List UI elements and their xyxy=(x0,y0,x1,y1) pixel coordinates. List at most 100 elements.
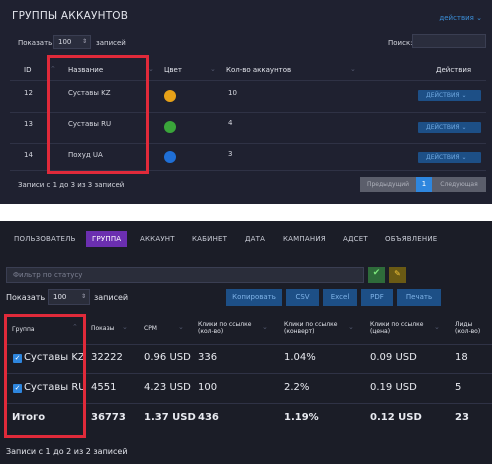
check-icon: ✓ xyxy=(14,354,21,362)
column-header-color[interactable]: Цвет xyxy=(164,66,182,74)
cell-name: Суставы KZ xyxy=(68,89,111,97)
clear-filter-button[interactable]: ✎ xyxy=(389,267,406,283)
tab-ad[interactable]: ОБЪЯВЛЕНИЕ xyxy=(385,235,438,243)
cell-count: 10 xyxy=(228,89,237,97)
table-info: Записи с 1 до 2 из 2 записей xyxy=(6,447,128,456)
cell-shows: 32222 xyxy=(91,352,123,363)
page-length-value: 100 xyxy=(53,293,67,301)
row-actions-button[interactable]: ДЕЙСТВИЯ ⌄ xyxy=(418,90,481,101)
divider xyxy=(10,80,486,81)
cell-cpm: 0.96 USD xyxy=(144,352,191,363)
cell-name: Похуд UA xyxy=(68,151,103,159)
column-header-leads[interactable]: Лиды (кол-во) xyxy=(455,321,480,335)
header-line: Лиды xyxy=(455,321,473,328)
sort-icon: ⌄ xyxy=(122,323,128,331)
cell-id: 14 xyxy=(24,151,33,159)
status-filter-input[interactable]: Фильтр по статусу xyxy=(6,267,364,283)
tab-cabinet[interactable]: КАБИНЕТ xyxy=(192,235,228,243)
sort-icon: ⌃ xyxy=(72,323,78,331)
header-line: (конверт) xyxy=(284,328,315,335)
tab-user[interactable]: ПОЛЬЗОВАТЕЛЬ xyxy=(14,235,76,243)
cell-total-ctr: 1.19% xyxy=(284,412,319,423)
color-swatch xyxy=(164,121,176,133)
cell-leads: 18 xyxy=(455,352,468,363)
cell-cpc: 0.19 USD xyxy=(370,382,417,393)
sort-icon: ⌃ xyxy=(50,65,56,73)
account-groups-panel: ГРУППЫ АККАУНТОВ действия ⌄ Показать 100… xyxy=(0,0,492,204)
csv-button[interactable]: CSV xyxy=(286,289,319,306)
tab-date[interactable]: ДАТА xyxy=(245,235,266,243)
statistics-panel: ПОЛЬЗОВАТЕЛЬ ГРУППА АККАУНТ КАБИНЕТ ДАТА… xyxy=(0,221,492,464)
cell-total-cpc: 0.12 USD xyxy=(370,412,422,423)
row-checkbox[interactable]: ✓ xyxy=(13,354,22,363)
chevron-down-icon: ⌄ xyxy=(461,154,467,161)
cell-leads: 5 xyxy=(455,382,462,393)
sort-icon: ⌄ xyxy=(148,65,154,73)
table-info: Записи с 1 до 3 из 3 записей xyxy=(18,181,125,189)
cell-cpc: 0.09 USD xyxy=(370,352,417,363)
column-header-actions: Действия xyxy=(436,66,472,74)
select-arrows-icon: ⇕ xyxy=(80,293,86,300)
row-actions-button[interactable]: ДЕЙСТВИЯ ⌄ xyxy=(418,152,481,163)
apply-filter-button[interactable]: ✔ xyxy=(368,267,385,283)
cell-name: Суставы RU xyxy=(68,120,112,128)
pagination-page-button[interactable]: 1 xyxy=(416,177,432,192)
sort-icon: ⌄ xyxy=(434,323,440,331)
row-actions-button[interactable]: ДЕЙСТВИЯ ⌄ xyxy=(418,122,481,133)
row-checkbox[interactable]: ✓ xyxy=(13,384,22,393)
sort-icon: ⌄ xyxy=(210,65,216,73)
highlight-box xyxy=(4,314,86,438)
page-length-select[interactable]: 100 ⇕ xyxy=(53,35,91,49)
page-title: ГРУППЫ АККАУНТОВ xyxy=(12,10,129,22)
pagination-prev-button[interactable]: Предыдущий xyxy=(360,177,416,192)
tab-campaign[interactable]: КАМПАНИЯ xyxy=(283,235,326,243)
cell-count: 3 xyxy=(228,150,233,158)
cell-clicks: 336 xyxy=(198,352,218,363)
header-line: (кол-во) xyxy=(455,328,481,335)
header-line: Клики по ссылке xyxy=(370,321,424,328)
highlight-box xyxy=(47,55,149,174)
chevron-down-icon: ⌄ xyxy=(461,124,467,131)
header-line: (кол-во) xyxy=(198,328,224,335)
cell-group: Суставы RU xyxy=(24,382,86,393)
page-length-select[interactable]: 100 ⇕ xyxy=(48,289,90,305)
copy-button[interactable]: Копировать xyxy=(226,289,282,306)
actions-dropdown-link[interactable]: действия ⌄ xyxy=(439,14,482,22)
entries-label: записей xyxy=(96,39,126,47)
check-icon: ✓ xyxy=(14,384,21,392)
excel-button[interactable]: Excel xyxy=(323,289,357,306)
cell-count: 4 xyxy=(228,119,233,127)
column-header-cpm[interactable]: CPM xyxy=(144,325,157,332)
column-header-name[interactable]: Название xyxy=(68,66,104,74)
divider xyxy=(10,112,486,113)
column-header-ctr[interactable]: Клики по ссылке (конверт) xyxy=(284,321,337,335)
column-header-count[interactable]: Кол-во аккаунтов xyxy=(226,66,292,74)
column-header-group[interactable]: Группа xyxy=(12,326,35,333)
column-header-shows[interactable]: Показы xyxy=(91,325,115,332)
entries-label: записей xyxy=(94,293,129,302)
row-actions-label: ДЕЙСТВИЯ xyxy=(426,124,460,131)
cell-shows: 4551 xyxy=(91,382,117,393)
page-length-value: 100 xyxy=(58,38,72,46)
divider xyxy=(6,344,492,345)
check-icon: ✔ xyxy=(372,268,381,278)
eraser-icon: ✎ xyxy=(394,269,401,278)
cell-total-cpm: 1.37 USD xyxy=(144,412,196,423)
tab-account[interactable]: АККАУНТ xyxy=(140,235,175,243)
cell-id: 13 xyxy=(24,120,33,128)
tab-group[interactable]: ГРУППА xyxy=(86,231,128,247)
tab-adset[interactable]: АДСЕТ xyxy=(343,235,368,243)
sort-icon: ⌄ xyxy=(262,323,268,331)
actions-link-label: действия xyxy=(439,14,474,22)
column-header-id[interactable]: ID xyxy=(24,66,32,74)
sort-icon: ⌄ xyxy=(350,65,356,73)
color-swatch xyxy=(164,90,176,102)
print-button[interactable]: Печать xyxy=(397,289,441,306)
column-header-clicks[interactable]: Клики по ссылке (кол-во) xyxy=(198,321,251,335)
show-label: Показать xyxy=(6,293,46,302)
search-input[interactable] xyxy=(412,34,486,48)
pdf-button[interactable]: PDF xyxy=(361,289,393,306)
pagination-next-button[interactable]: Следующая xyxy=(432,177,486,192)
cell-id: 12 xyxy=(24,89,33,97)
column-header-cpc[interactable]: Клики по ссылке (цена) xyxy=(370,321,423,335)
